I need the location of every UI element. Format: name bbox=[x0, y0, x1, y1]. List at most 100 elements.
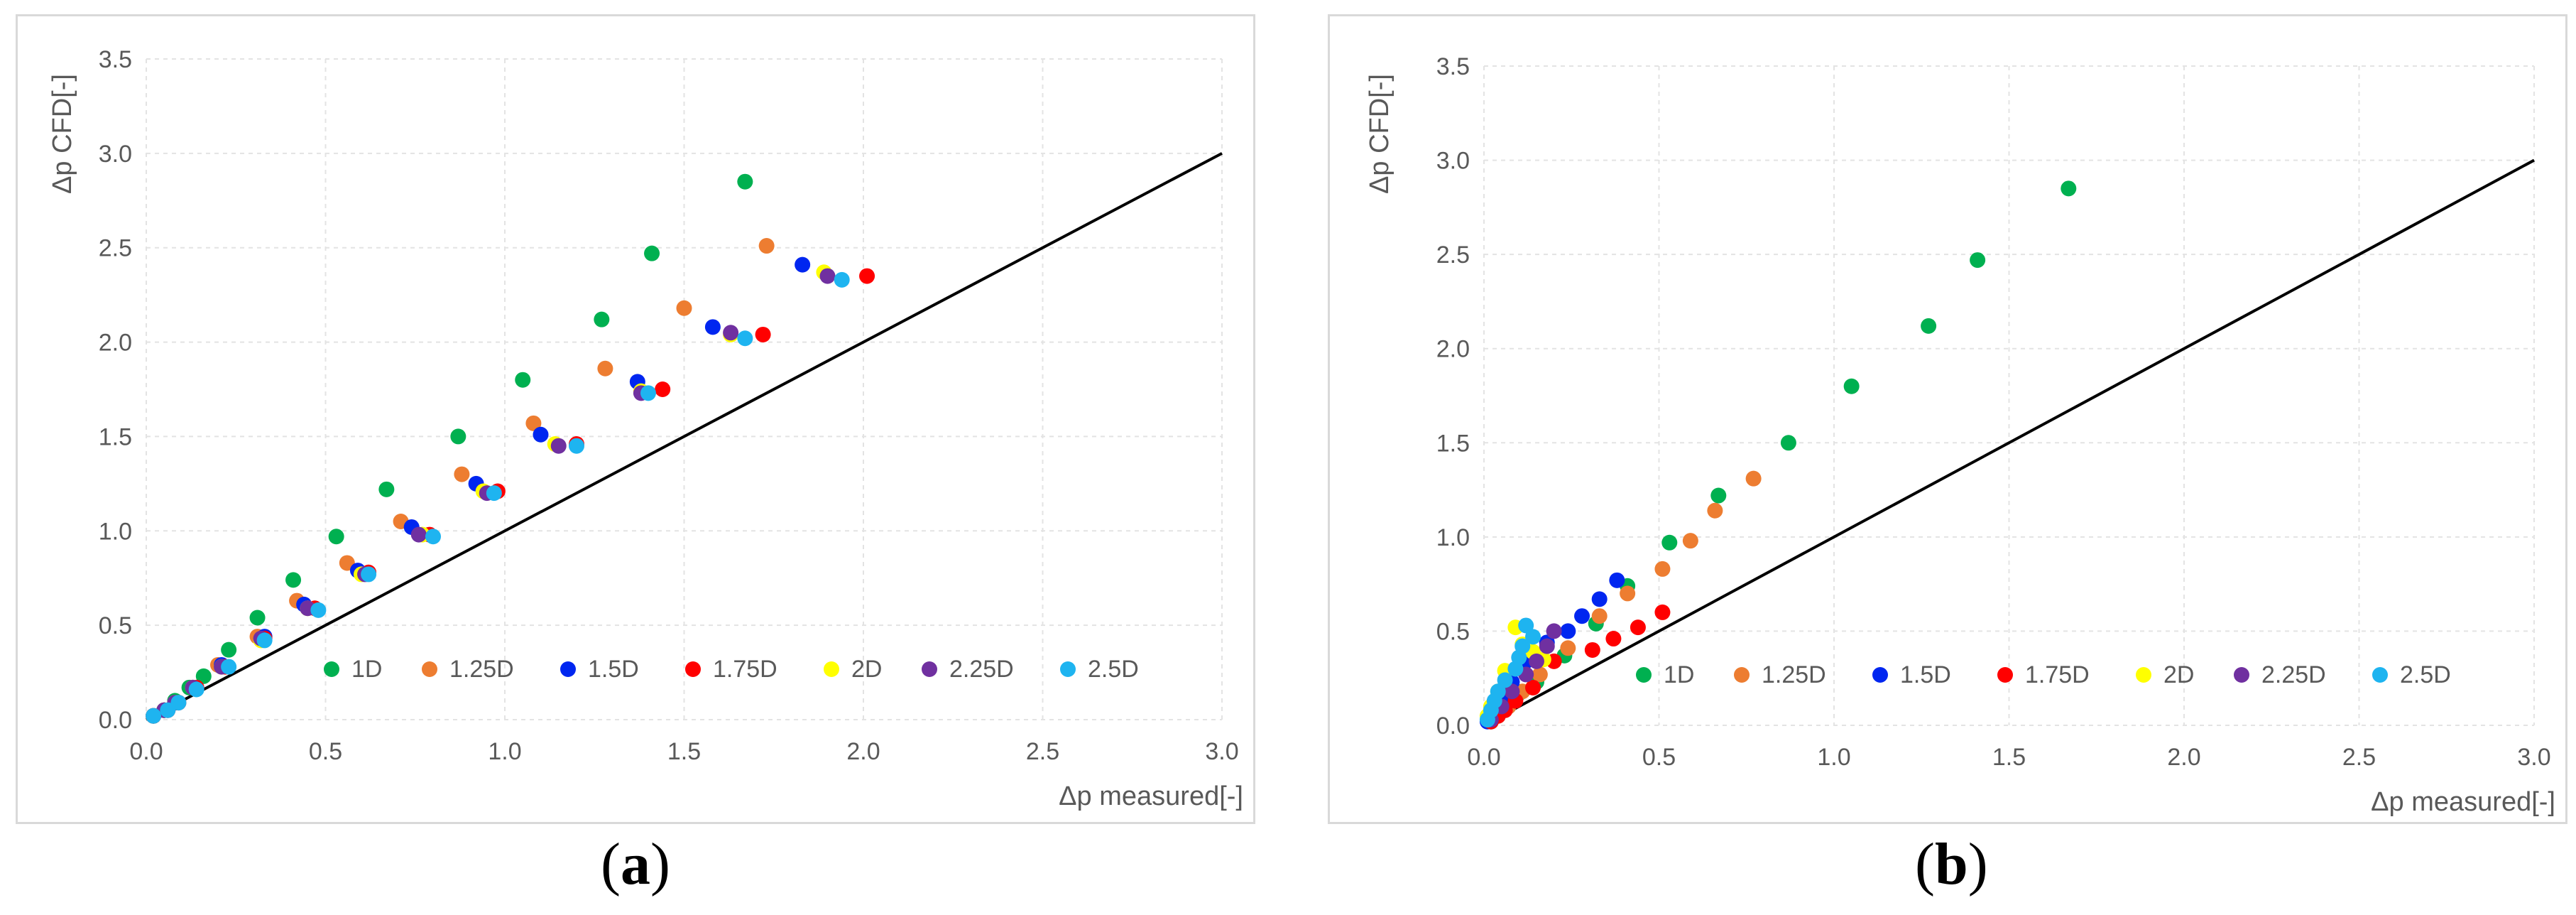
data-point bbox=[361, 566, 377, 583]
series-2.5D bbox=[146, 271, 850, 724]
data-point bbox=[1970, 252, 1986, 269]
data-point bbox=[1921, 318, 1937, 334]
legend-label-2.5D: 2.5D bbox=[2400, 661, 2451, 688]
data-point bbox=[525, 415, 542, 431]
panel-label-a: (a) bbox=[601, 831, 670, 897]
legend-marker-1.75D bbox=[1997, 667, 2013, 683]
legend-label-2D: 2D bbox=[2163, 661, 2194, 688]
x-tick-label: 1.5 bbox=[1992, 744, 2026, 771]
data-point bbox=[655, 381, 671, 397]
x-tick-label: 2.5 bbox=[1026, 738, 1059, 765]
y-axis-title: Δp CFD[-] bbox=[48, 74, 77, 194]
data-point bbox=[834, 271, 850, 288]
legend-label-2.25D: 2.25D bbox=[949, 656, 1014, 683]
legend-label-2D: 2D bbox=[851, 656, 882, 683]
y-tick-label: 3.0 bbox=[1436, 148, 1470, 175]
data-point bbox=[1609, 572, 1625, 588]
x-tick-label: 2.0 bbox=[2167, 744, 2200, 771]
data-point bbox=[755, 326, 771, 342]
data-point bbox=[285, 572, 302, 588]
data-point bbox=[1504, 683, 1520, 700]
data-point bbox=[328, 529, 344, 545]
data-point bbox=[1843, 378, 1860, 394]
y-tick-label: 0.0 bbox=[1436, 713, 1470, 740]
x-tick-label: 0.0 bbox=[129, 738, 163, 765]
data-point bbox=[1532, 666, 1548, 683]
y-tick-label: 3.0 bbox=[99, 141, 132, 168]
data-point bbox=[758, 238, 775, 254]
legend-marker-2D bbox=[2136, 667, 2151, 683]
y-axis-title: Δp CFD[-] bbox=[1365, 74, 1395, 194]
legend-marker-1.75D bbox=[685, 661, 701, 677]
data-point bbox=[146, 708, 162, 724]
data-point bbox=[1546, 623, 1562, 639]
legend-marker-1.25D bbox=[422, 661, 437, 677]
data-point bbox=[1780, 435, 1796, 451]
data-point bbox=[221, 641, 237, 658]
data-point bbox=[1710, 487, 1727, 504]
series-2.5D bbox=[1479, 617, 1541, 728]
data-point bbox=[410, 526, 427, 543]
data-point bbox=[1654, 604, 1671, 620]
data-point bbox=[221, 659, 237, 675]
data-point bbox=[1654, 561, 1671, 577]
data-point bbox=[640, 385, 656, 401]
scatter-plot-b: 0.0 0.5 1.0 1.5 2.0 2.5 3.0 3.5 0.0 0.5 1.0 1.5 2.0 2… bbox=[1365, 53, 2555, 817]
data-point bbox=[425, 529, 441, 545]
legend-label-1.75D: 1.75D bbox=[713, 656, 777, 683]
data-point bbox=[533, 426, 549, 443]
data-point bbox=[795, 256, 811, 273]
data-point bbox=[1574, 608, 1590, 624]
data-point bbox=[723, 325, 739, 341]
data-point bbox=[1525, 679, 1541, 695]
legend-label-1.25D: 1.25D bbox=[1762, 661, 1826, 688]
data-point bbox=[1539, 638, 1555, 654]
reference-line-y-equals-x bbox=[146, 152, 1223, 721]
data-point bbox=[454, 466, 470, 482]
chart-panel-b: 0.0 0.5 1.0 1.5 2.0 2.5 3.0 3.5 0.0 0.5 1.0 1.5 2.0 2… bbox=[1328, 14, 2567, 824]
data-point bbox=[2061, 180, 2077, 197]
data-point bbox=[819, 268, 836, 284]
y-tick-label: 0.0 bbox=[99, 707, 132, 734]
x-tick-label: 1.5 bbox=[667, 738, 701, 765]
legend-marker-2.5D bbox=[1060, 661, 1076, 677]
x-tick-label: 1.0 bbox=[1817, 744, 1850, 771]
legend-marker-1.5D bbox=[1872, 667, 1888, 683]
x-tick-label: 2.0 bbox=[846, 738, 880, 765]
data-point bbox=[515, 372, 531, 388]
x-tick-label: 2.5 bbox=[2342, 744, 2376, 771]
y-tick-label: 2.0 bbox=[1436, 336, 1470, 363]
legend-label-1.75D: 1.75D bbox=[2025, 661, 2090, 688]
data-point bbox=[676, 300, 692, 316]
y-tick-label: 0.5 bbox=[99, 612, 132, 639]
legend-label-1D: 1D bbox=[1664, 661, 1694, 688]
y-tick-label: 2.0 bbox=[99, 330, 132, 357]
data-point bbox=[550, 438, 567, 454]
y-tick-label: 1.5 bbox=[1436, 430, 1470, 457]
legend-marker-2.25D bbox=[922, 661, 937, 677]
data-point bbox=[597, 360, 613, 377]
data-point bbox=[1515, 638, 1531, 654]
data-point bbox=[737, 330, 753, 347]
x-tick-label: 0.0 bbox=[1467, 744, 1500, 771]
legend-marker-2.25D bbox=[2234, 667, 2249, 683]
x-axis-title: Δp measured[-] bbox=[1059, 781, 1243, 811]
legend-marker-2D bbox=[824, 661, 839, 677]
data-point bbox=[737, 173, 753, 190]
x-tick-label: 1.0 bbox=[488, 738, 521, 765]
data-point bbox=[1745, 470, 1762, 487]
legend-label-1.25D: 1.25D bbox=[449, 656, 514, 683]
data-point bbox=[1661, 534, 1678, 551]
y-tick-label: 3.5 bbox=[1436, 53, 1470, 80]
y-tick-label: 1.5 bbox=[99, 423, 132, 450]
legend-label-1D: 1D bbox=[351, 656, 382, 683]
data-point bbox=[1682, 533, 1698, 549]
data-point bbox=[378, 481, 395, 497]
legend-marker-1.5D bbox=[560, 661, 576, 677]
x-tick-label: 0.5 bbox=[1642, 744, 1676, 771]
data-point bbox=[188, 681, 204, 698]
legend-marker-1D bbox=[324, 661, 339, 677]
legend-marker-2.5D bbox=[2372, 667, 2388, 683]
y-tick-label: 0.5 bbox=[1436, 618, 1470, 645]
data-point bbox=[1584, 641, 1600, 658]
